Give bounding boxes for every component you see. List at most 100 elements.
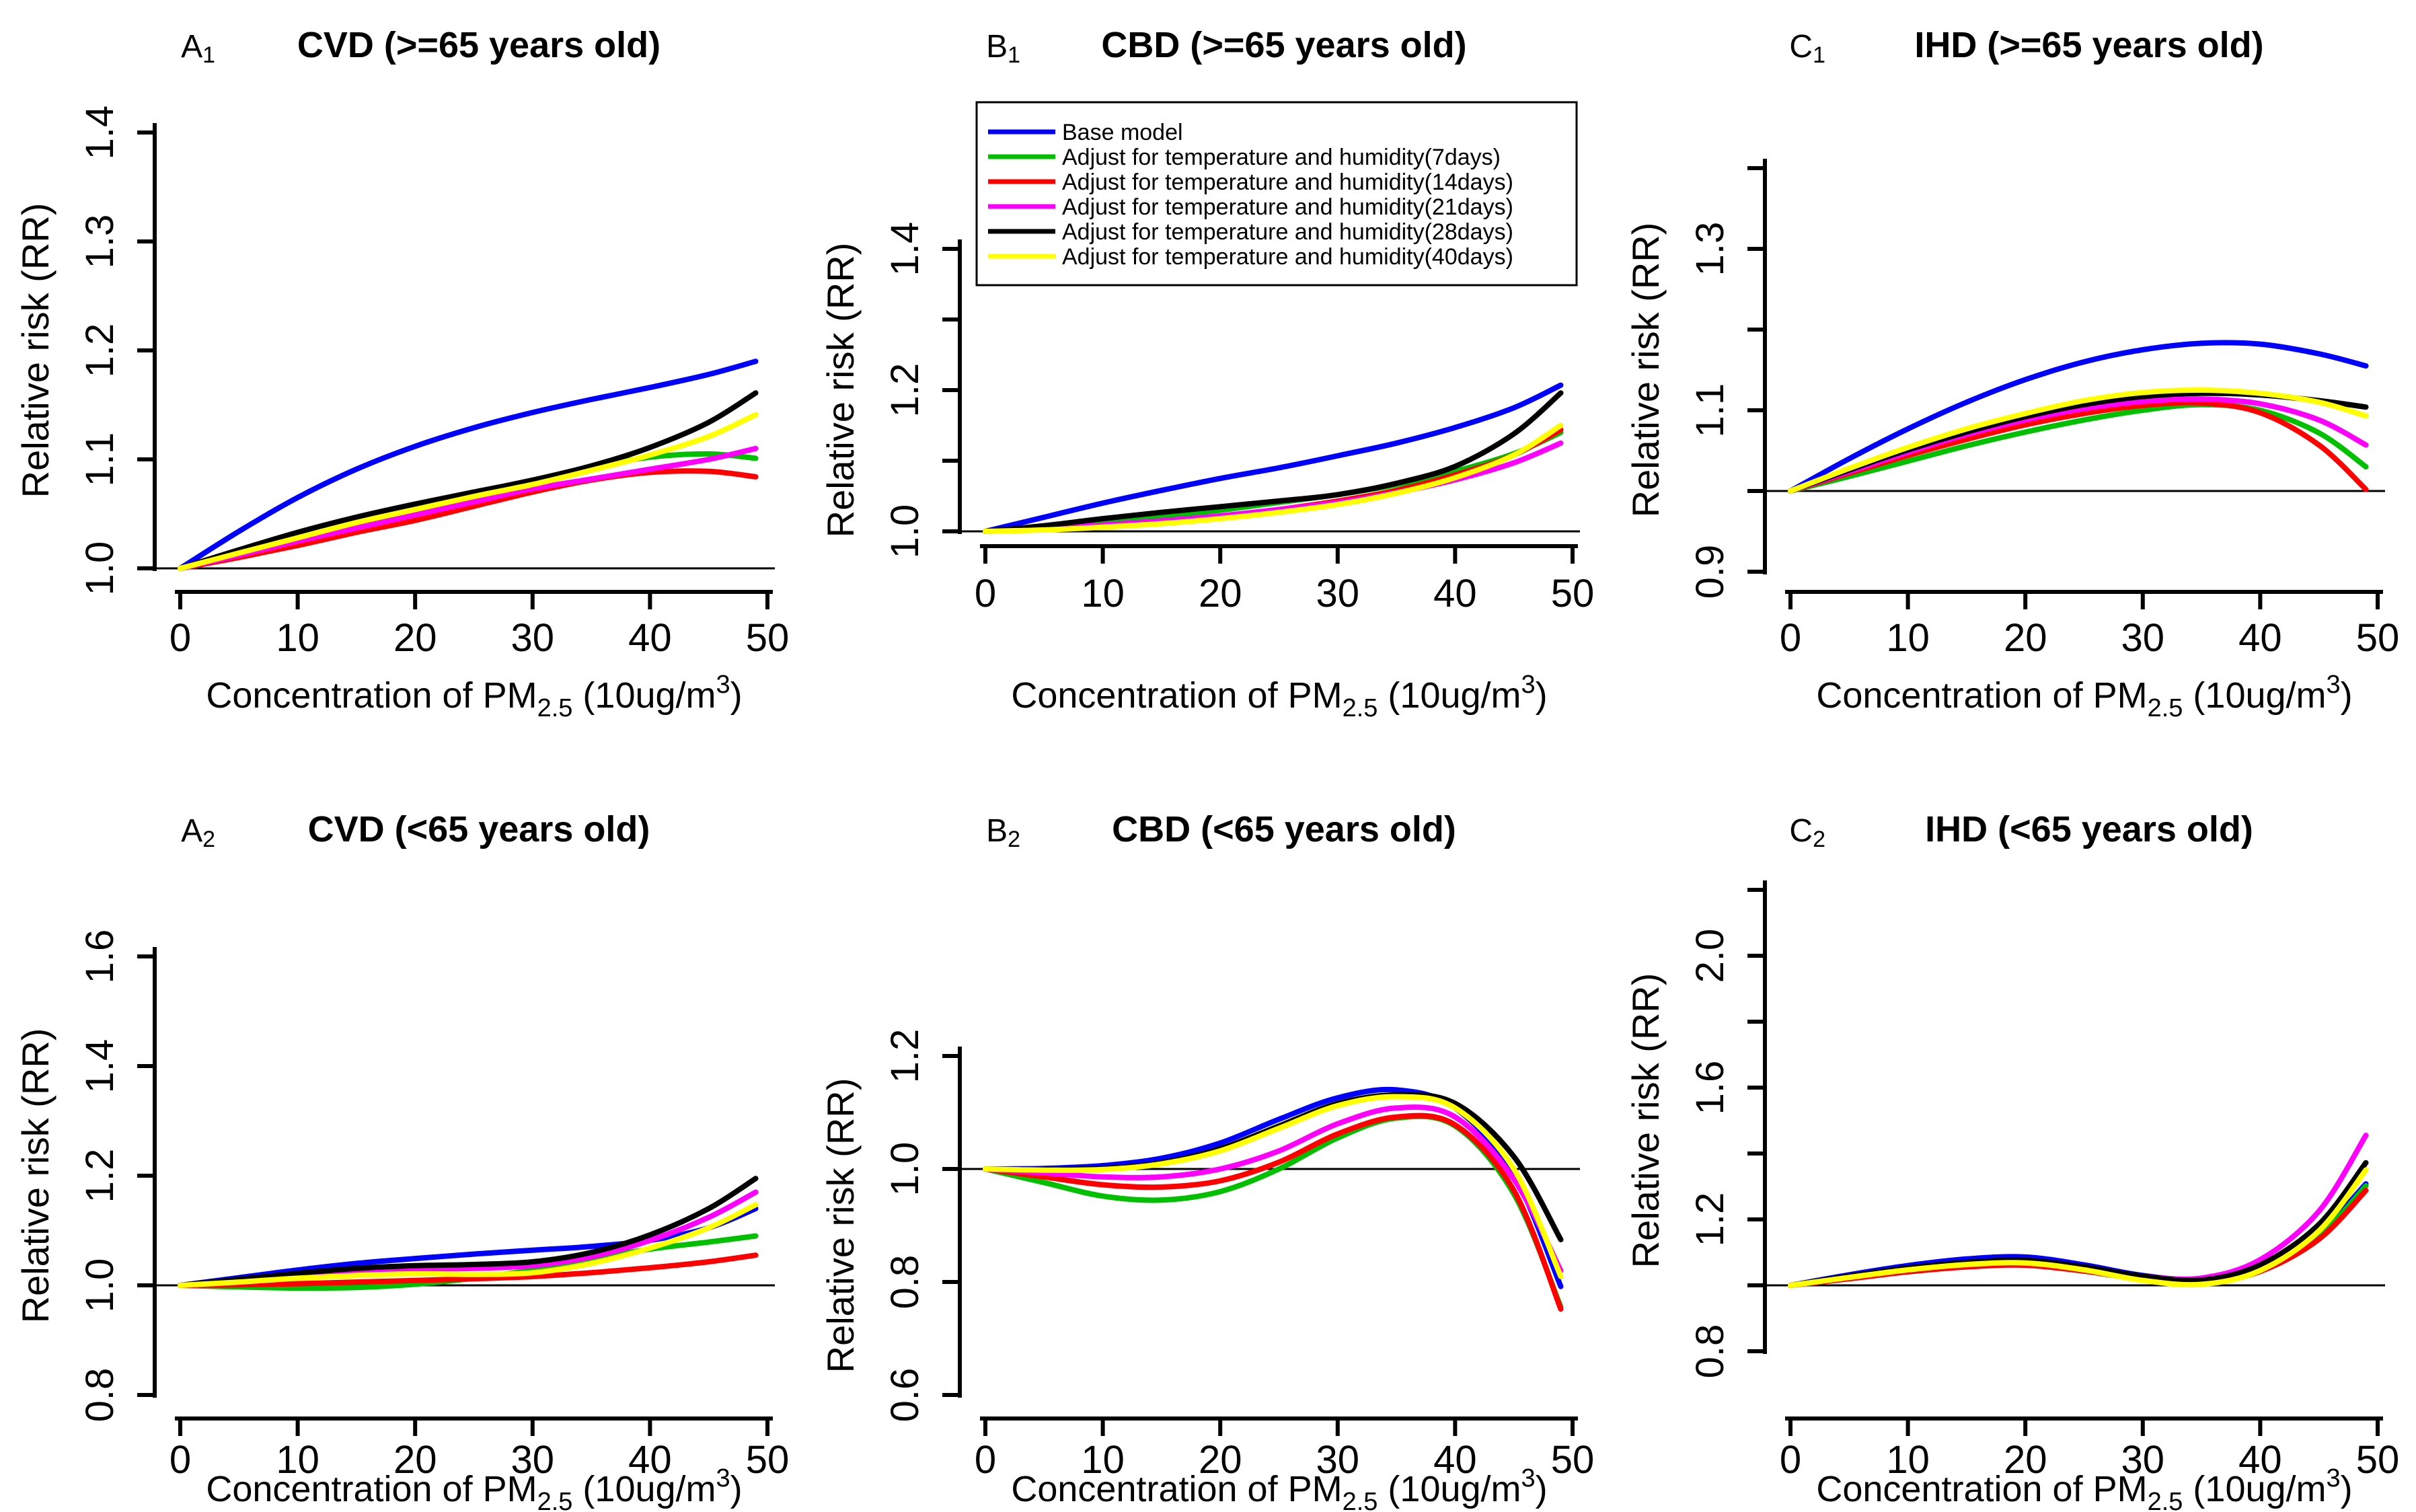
x-tick-label: 40 [628, 616, 672, 660]
panel-label-subscript: 1 [1008, 42, 1020, 68]
legend-label-adjust-for-temperature-and-humidity-7day: Adjust for temperature and humidity(7day… [1062, 145, 1501, 170]
y-tick-label: 0.6 [883, 1368, 927, 1423]
x-tick-label: 30 [2121, 1438, 2165, 1482]
panel-label: A1 [181, 29, 215, 68]
panel-title: IHD (<65 years old) [1925, 809, 2253, 849]
y-axis-title: Relative risk (RR) [819, 1078, 862, 1373]
panel-label: A2 [181, 813, 215, 852]
x-tick-label: 50 [2356, 1438, 2400, 1482]
x-axis-title-subscript: 2.5 [1343, 694, 1378, 722]
x-tick-label: 20 [2004, 1438, 2047, 1482]
x-axis-title-subscript: 2.5 [2148, 694, 2183, 722]
curve-adjust-for-temperature-and-humidity-14da [983, 426, 1564, 534]
x-axis-title-mid: (10ug/m [2183, 675, 2326, 716]
x-axis-title-superscript: 3 [716, 671, 730, 699]
x-axis-title-post: ) [730, 675, 743, 716]
curve-adjust-for-temperature-and-humidity-21da [178, 445, 759, 571]
panel-title: IHD (>=65 years old) [1914, 25, 2263, 65]
x-tick-label: 0 [169, 616, 191, 660]
x-tick-label: 0 [169, 1438, 191, 1482]
x-tick-label: 10 [1886, 616, 1930, 660]
panel-A1: A1 CVD (>=65 years old) 1.0 1.1 1.2 1.3 1.4 Rel… [0, 0, 805, 756]
x-tick-label: 10 [276, 616, 319, 660]
panel-label-subscript: 2 [202, 827, 215, 852]
x-axis-title-post: ) [730, 1469, 743, 1509]
y-tick-label: 0.9 [1688, 545, 1732, 599]
panel-label-subscript: 1 [1813, 42, 1825, 68]
curve-adjust-for-temperature-and-humidity-28da [983, 390, 1564, 534]
x-tick-label: 40 [1433, 572, 1477, 615]
x-tick-label: 20 [393, 1438, 437, 1482]
x-tick-label: 0 [1780, 616, 1801, 660]
x-tick-label: 10 [1081, 572, 1125, 615]
x-axis-title-mid: (10ug/m [1377, 1469, 1521, 1509]
x-axis-title-pre: Concentration of PM [206, 1469, 537, 1509]
panel-label-subscript: 2 [1813, 827, 1825, 852]
x-tick-label: 0 [975, 572, 996, 615]
panel-title: CVD (<65 years old) [308, 809, 650, 849]
y-axis-title: Relative risk (RR) [14, 1028, 56, 1324]
x-tick-label: 10 [1081, 1438, 1125, 1482]
x-tick-label: 20 [1199, 572, 1242, 615]
curve-adjust-for-temperature-and-humidity-40da [983, 1094, 1564, 1279]
x-axis-title-superscript: 3 [1521, 671, 1536, 699]
x-axis-title-pre: Concentration of PM [206, 675, 537, 716]
x-tick-label: 30 [1316, 1438, 1360, 1482]
panel-label: C2 [1789, 813, 1825, 852]
x-tick-label: 30 [2121, 616, 2165, 660]
curve-adjust-for-temperature-and-humidity-7day [1788, 402, 2369, 494]
y-axis-title: Relative risk (RR) [819, 243, 862, 538]
x-tick-label: 20 [1199, 1438, 1242, 1482]
y-tick-label: 1.1 [78, 432, 122, 487]
panel-title: CBD (<65 years old) [1112, 809, 1456, 849]
x-axis-title-pre: Concentration of PM [1816, 675, 2147, 716]
panel-C1: C1 IHD (>=65 years old) 0.9 1.1 1.3 Relative … [1610, 0, 2415, 756]
panel-label-letter: C [1789, 29, 1813, 65]
x-axis-title: Concentration of PM2.5 (10ug/m3) [206, 1464, 742, 1512]
curve-adjust-for-temperature-and-humidity-40da [983, 422, 1564, 534]
panel-C2: C2 IHD (<65 years old) 0.8 1.2 1.6 2.0 Relativ… [1610, 756, 2415, 1512]
legend-label-adjust-for-temperature-and-humidity-21da: Adjust for temperature and humidity(21da… [1062, 194, 1513, 220]
x-tick-label: 50 [746, 616, 790, 660]
x-axis-title-subscript: 2.5 [2148, 1488, 2183, 1512]
y-tick-label: 1.0 [78, 541, 122, 596]
x-tick-label: 50 [1551, 1438, 1595, 1482]
y-tick-label: 1.0 [883, 504, 927, 559]
x-axis-title-subscript: 2.5 [537, 1488, 573, 1512]
curve-base-model [1788, 340, 2369, 494]
x-axis-title: Concentration of PM2.5 (10ug/m3) [1011, 1464, 1547, 1512]
x-axis-title-mid: (10ug/m [1377, 675, 1521, 716]
curve-adjust-for-temperature-and-humidity-40da [1788, 1167, 2369, 1288]
y-tick-label: 1.2 [78, 324, 122, 378]
legend-label-adjust-for-temperature-and-humidity-14da: Adjust for temperature and humidity(14da… [1062, 169, 1513, 195]
y-tick-label: 0.8 [883, 1255, 927, 1310]
y-tick-label: 0.8 [78, 1368, 122, 1423]
panel-B2: B2 CBD (<65 years old) 0.6 0.8 1.0 1.2 Relativ… [805, 756, 1610, 1512]
y-axis-title: Relative risk (RR) [1624, 223, 1667, 518]
x-axis-title: Concentration of PM2.5 (10ug/m3) [206, 671, 742, 722]
y-tick-label: 1.2 [883, 363, 927, 418]
x-axis-title-post: ) [2341, 1469, 2353, 1509]
panel-label-subscript: 2 [1008, 827, 1020, 852]
x-tick-label: 20 [2004, 616, 2047, 660]
y-axis-title: Relative risk (RR) [1624, 973, 1667, 1269]
y-tick-label: 1.0 [883, 1142, 927, 1197]
x-tick-label: 0 [1780, 1438, 1801, 1482]
curve-adjust-for-temperature-and-humidity-7day [983, 1113, 1564, 1310]
y-tick-label: 1.2 [1688, 1193, 1732, 1247]
x-tick-label: 40 [2238, 616, 2282, 660]
x-tick-label: 30 [1316, 572, 1360, 615]
x-tick-label: 10 [276, 1438, 319, 1482]
x-tick-label: 40 [1433, 1438, 1477, 1482]
panel-label-subscript: 1 [202, 42, 215, 68]
curve-adjust-for-temperature-and-humidity-7day [983, 430, 1564, 534]
x-axis-title-post: ) [1536, 675, 1548, 716]
x-tick-label: 50 [2356, 616, 2400, 660]
panel-label-letter: B [986, 29, 1008, 65]
y-tick-label: 0.8 [1688, 1324, 1732, 1379]
y-tick-label: 1.4 [78, 1039, 122, 1094]
x-tick-label: 40 [2238, 1438, 2282, 1482]
x-axis-title-superscript: 3 [2327, 671, 2341, 699]
x-axis-title: Concentration of PM2.5 (10ug/m3) [1816, 1464, 2352, 1512]
